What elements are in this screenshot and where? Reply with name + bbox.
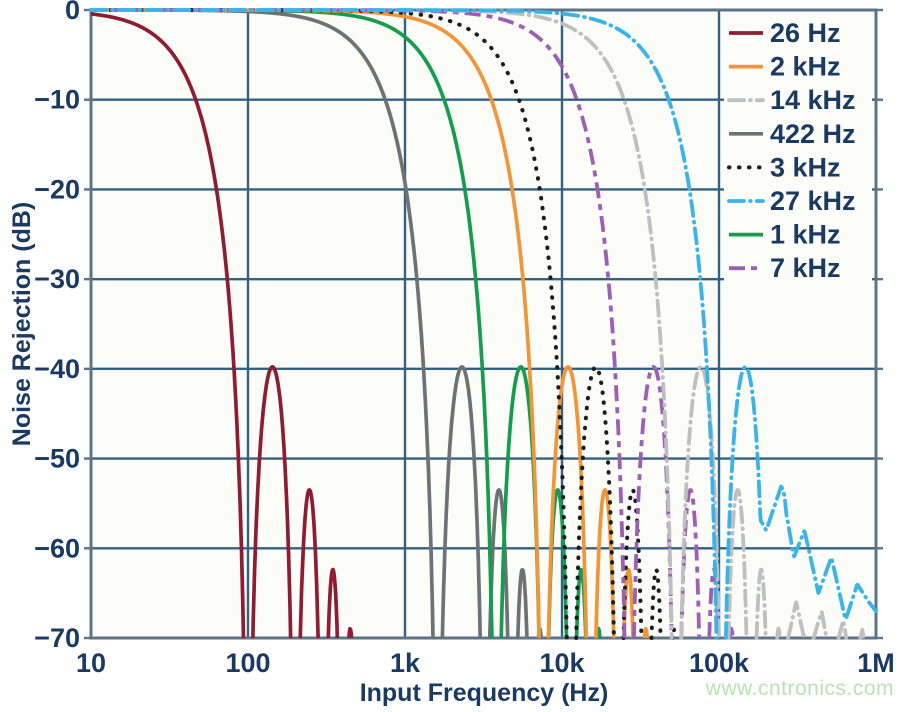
legend-label-26-hz: 26 Hz xyxy=(770,18,841,48)
x-axis-title: Input Frequency (Hz) xyxy=(360,679,609,707)
legend xyxy=(724,12,872,300)
legend-label-422-hz: 422 Hz xyxy=(770,119,856,149)
legend-label-7-khz: 7 kHz xyxy=(770,253,841,283)
x-tick-label-1k: 1k xyxy=(390,648,421,678)
legend-label-2-khz: 2 kHz xyxy=(770,52,841,82)
legend-label-3-khz: 3 kHz xyxy=(770,152,841,182)
y-tick-label-50: −50 xyxy=(34,444,80,474)
series-line-26-hz xyxy=(89,12,354,639)
y-tick-label-20: −20 xyxy=(34,174,80,204)
y-tick-label-10: −10 xyxy=(34,85,80,115)
x-tick-label-10: 10 xyxy=(76,648,106,678)
y-tick-label-70: −70 xyxy=(34,623,80,653)
legend-label-27-khz: 27 kHz xyxy=(770,186,856,216)
x-tick-label-100k: 100k xyxy=(689,648,750,678)
y-tick-label-0: 0 xyxy=(65,0,80,25)
watermark: www.cntronics.com xyxy=(705,677,894,700)
x-tick-label-1m: 1M xyxy=(857,648,895,678)
legend-label-1-khz: 1 kHz xyxy=(770,220,841,250)
legend-label-14-khz: 14 kHz xyxy=(770,85,856,115)
y-axis-title: Noise Rejection (dB) xyxy=(8,202,36,446)
y-tick-label-30: −30 xyxy=(34,264,80,294)
series-line-27-khz xyxy=(89,8,878,640)
x-tick-label-10k: 10k xyxy=(539,648,585,678)
y-tick-label-40: −40 xyxy=(34,354,80,384)
y-tick-label-60: −60 xyxy=(34,533,80,563)
series-line-7-khz xyxy=(89,8,735,639)
x-tick-label-100: 100 xyxy=(225,648,270,678)
